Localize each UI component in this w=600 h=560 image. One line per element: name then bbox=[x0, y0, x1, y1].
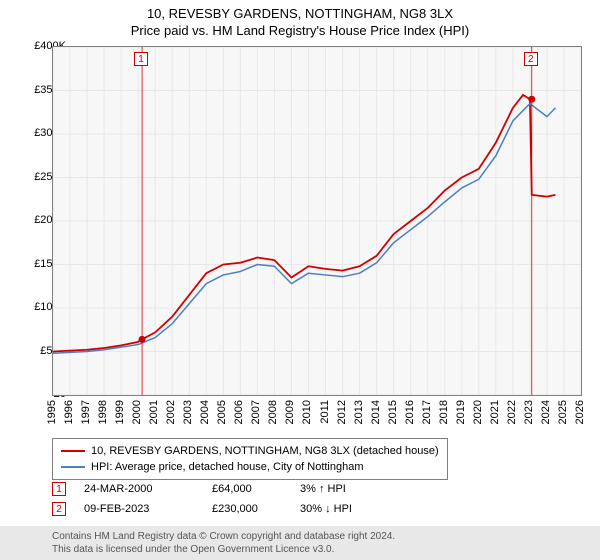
title-block: 10, REVESBY GARDENS, NOTTINGHAM, NG8 3LX… bbox=[0, 0, 600, 38]
x-tick-label: 2018 bbox=[438, 400, 450, 424]
x-tick-label: 1999 bbox=[114, 400, 126, 424]
event-delta: 3% ↑ HPI bbox=[300, 483, 346, 495]
event-price: £64,000 bbox=[212, 483, 282, 495]
x-tick-label: 2020 bbox=[472, 400, 484, 424]
legend-text: 10, REVESBY GARDENS, NOTTINGHAM, NG8 3LX… bbox=[91, 443, 439, 459]
series-hpi bbox=[53, 104, 555, 354]
x-tick-label: 2014 bbox=[370, 400, 382, 424]
legend-row: HPI: Average price, detached house, City… bbox=[61, 459, 439, 475]
x-tick-label: 2026 bbox=[574, 400, 586, 424]
x-tick-label: 1995 bbox=[46, 400, 58, 424]
marker-label-2: 2 bbox=[524, 52, 538, 66]
x-tick-label: 2017 bbox=[421, 400, 433, 424]
x-tick-label: 2006 bbox=[233, 400, 245, 424]
x-tick-label: 2013 bbox=[353, 400, 365, 424]
event-row: 1 24-MAR-2000 £64,000 3% ↑ HPI bbox=[52, 482, 352, 496]
event-date: 24-MAR-2000 bbox=[84, 483, 194, 495]
x-tick-label: 2009 bbox=[284, 400, 296, 424]
footer-line-2: This data is licensed under the Open Gov… bbox=[52, 543, 548, 556]
x-tick-label: 2019 bbox=[455, 400, 467, 424]
x-tick-label: 2011 bbox=[319, 400, 331, 424]
x-tick-label: 2025 bbox=[557, 400, 569, 424]
legend-text: HPI: Average price, detached house, City… bbox=[91, 459, 364, 475]
title-subtitle: Price paid vs. HM Land Registry's House … bbox=[0, 23, 600, 38]
x-tick-label: 2000 bbox=[131, 400, 143, 424]
x-tick-label: 2024 bbox=[540, 400, 552, 424]
x-tick-label: 2016 bbox=[404, 400, 416, 424]
plot-area bbox=[52, 46, 582, 396]
x-tick-label: 1997 bbox=[80, 400, 92, 424]
x-tick-label: 2012 bbox=[336, 400, 348, 424]
event-row: 2 09-FEB-2023 £230,000 30% ↓ HPI bbox=[52, 502, 352, 516]
x-tick-label: 2023 bbox=[523, 400, 535, 424]
event-date: 09-FEB-2023 bbox=[84, 503, 194, 515]
chart-container: 10, REVESBY GARDENS, NOTTINGHAM, NG8 3LX… bbox=[0, 0, 600, 560]
x-tick-label: 2021 bbox=[489, 400, 501, 424]
marker-label-1: 1 bbox=[134, 52, 148, 66]
footer: Contains HM Land Registry data © Crown c… bbox=[0, 526, 600, 560]
x-tick-label: 2008 bbox=[267, 400, 279, 424]
series-property bbox=[53, 95, 555, 352]
x-tick-label: 2003 bbox=[182, 400, 194, 424]
legend-swatch bbox=[61, 450, 85, 452]
x-tick-label: 2010 bbox=[301, 400, 313, 424]
x-tick-label: 1996 bbox=[63, 400, 75, 424]
x-tick-label: 2002 bbox=[165, 400, 177, 424]
footer-line-1: Contains HM Land Registry data © Crown c… bbox=[52, 530, 548, 543]
x-tick-label: 2007 bbox=[250, 400, 262, 424]
legend: 10, REVESBY GARDENS, NOTTINGHAM, NG8 3LX… bbox=[52, 438, 448, 480]
x-tick-label: 2022 bbox=[506, 400, 518, 424]
x-tick-label: 2015 bbox=[387, 400, 399, 424]
legend-swatch bbox=[61, 466, 85, 468]
title-main: 10, REVESBY GARDENS, NOTTINGHAM, NG8 3LX bbox=[0, 6, 600, 21]
event-marker: 2 bbox=[52, 502, 66, 516]
event-marker: 1 bbox=[52, 482, 66, 496]
event-price: £230,000 bbox=[212, 503, 282, 515]
x-tick-label: 2001 bbox=[148, 400, 160, 424]
legend-row: 10, REVESBY GARDENS, NOTTINGHAM, NG8 3LX… bbox=[61, 443, 439, 459]
x-tick-label: 2004 bbox=[199, 400, 211, 424]
x-tick-label: 1998 bbox=[97, 400, 109, 424]
events-table: 1 24-MAR-2000 £64,000 3% ↑ HPI 2 09-FEB-2023 £… bbox=[52, 482, 352, 522]
chart-svg bbox=[53, 47, 581, 395]
x-tick-label: 2005 bbox=[216, 400, 228, 424]
event-delta: 30% ↓ HPI bbox=[300, 503, 352, 515]
